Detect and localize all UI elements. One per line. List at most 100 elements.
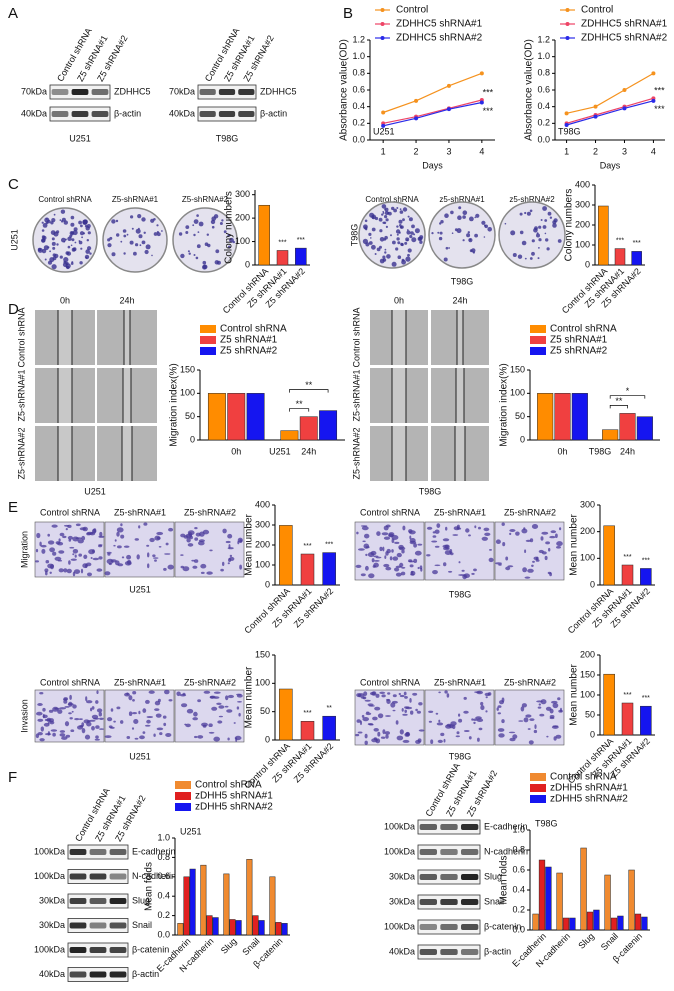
cell <box>527 568 534 573</box>
bar <box>319 410 338 441</box>
cell <box>410 710 414 715</box>
cell <box>461 569 465 572</box>
dish-caption: T98G <box>451 276 474 286</box>
cell <box>79 527 87 531</box>
bar <box>189 868 196 936</box>
cell <box>364 733 368 739</box>
band <box>460 849 479 855</box>
colony <box>126 233 129 236</box>
bar <box>258 204 270 266</box>
annotation: *** <box>303 543 311 550</box>
cell <box>72 549 79 554</box>
colony <box>41 238 46 243</box>
cell <box>391 535 399 540</box>
colony <box>399 208 402 211</box>
cell <box>555 734 562 739</box>
cell <box>63 699 68 704</box>
cell <box>483 527 490 532</box>
y-tick-label: 150 <box>510 364 525 374</box>
colony <box>228 245 231 249</box>
x-tick-label: 0h <box>557 446 567 456</box>
x-tick-label: 1 <box>381 146 386 156</box>
cell <box>385 566 392 571</box>
cell <box>525 539 532 543</box>
legend-swatch <box>175 781 191 789</box>
cell <box>59 733 66 737</box>
colony <box>109 236 113 240</box>
cell <box>98 711 103 717</box>
annotation: ** <box>615 396 623 406</box>
cell <box>77 539 84 544</box>
cell <box>474 691 481 693</box>
band <box>419 849 438 855</box>
colony <box>115 219 119 223</box>
bar <box>602 429 619 441</box>
band <box>109 873 127 880</box>
cell <box>126 554 132 560</box>
cell <box>110 559 117 563</box>
cell <box>440 732 445 737</box>
colony <box>396 225 399 228</box>
protein-label: Snail <box>484 896 504 906</box>
colony <box>47 246 50 249</box>
legend-swatch <box>530 784 546 792</box>
cell <box>557 697 561 701</box>
colony <box>141 217 146 222</box>
legend-label: Control shRNA <box>550 772 617 783</box>
cell <box>218 705 225 709</box>
cell <box>168 699 173 702</box>
colony <box>130 215 134 219</box>
y-tick-label: 0.0 <box>537 134 550 144</box>
x-tick-label: 2 <box>414 146 419 156</box>
colony <box>456 228 462 234</box>
x-tick-label: Slug <box>219 936 239 956</box>
cell <box>409 538 416 543</box>
cell <box>236 706 240 710</box>
cell <box>412 692 418 696</box>
cell <box>37 718 44 722</box>
cell <box>220 568 224 572</box>
cell <box>197 699 202 703</box>
cell <box>413 543 417 548</box>
colony <box>37 247 42 252</box>
bar <box>641 916 648 931</box>
cell <box>167 564 174 570</box>
cell <box>515 531 520 536</box>
cell <box>225 695 229 701</box>
colony <box>197 231 200 234</box>
colony <box>368 232 372 236</box>
cell <box>431 540 438 543</box>
cell <box>134 538 139 541</box>
cell <box>463 573 470 578</box>
y-tick-label: 1.2 <box>537 34 550 44</box>
legend-label: Z5 shRNA#2 <box>220 346 278 357</box>
colony <box>519 230 524 235</box>
bracket <box>609 395 646 399</box>
legend-swatch <box>565 22 570 26</box>
colony <box>437 231 440 234</box>
colony <box>451 232 454 234</box>
y-tick-label: 0 <box>520 434 525 444</box>
cell <box>152 554 156 557</box>
cell <box>209 695 215 699</box>
mw-label: 100kDa <box>384 846 415 856</box>
cell <box>437 739 443 744</box>
protein-label: Slug <box>132 895 150 905</box>
protein-label: β-actin <box>114 108 141 118</box>
line <box>566 100 654 126</box>
row-label: Control shRNA <box>351 307 361 367</box>
colony <box>419 240 423 244</box>
x-axis-label: T98G <box>589 446 612 456</box>
cell <box>85 696 88 702</box>
cell <box>124 692 130 697</box>
image-label: Z5-shRNA#2 <box>504 677 556 687</box>
cell <box>473 721 476 725</box>
colony <box>89 252 92 255</box>
y-tick-label: 1.0 <box>352 51 365 61</box>
colony <box>397 255 402 259</box>
wound-gap <box>58 310 72 365</box>
cell <box>98 556 103 560</box>
image-label: Z5-shRNA#1 <box>434 507 486 517</box>
colony <box>440 220 444 224</box>
bar <box>569 917 576 931</box>
